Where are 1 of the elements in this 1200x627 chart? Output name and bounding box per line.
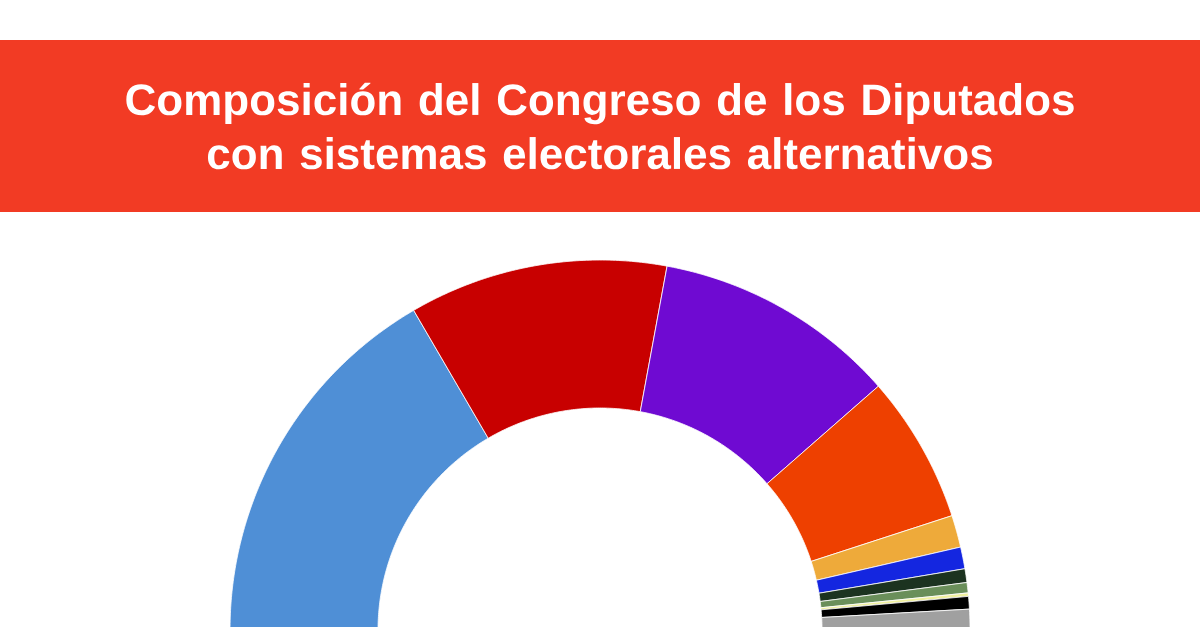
chart-title: Composición del Congreso de los Diputados con sistemas electorales alternativos: [126, 82, 1074, 170]
